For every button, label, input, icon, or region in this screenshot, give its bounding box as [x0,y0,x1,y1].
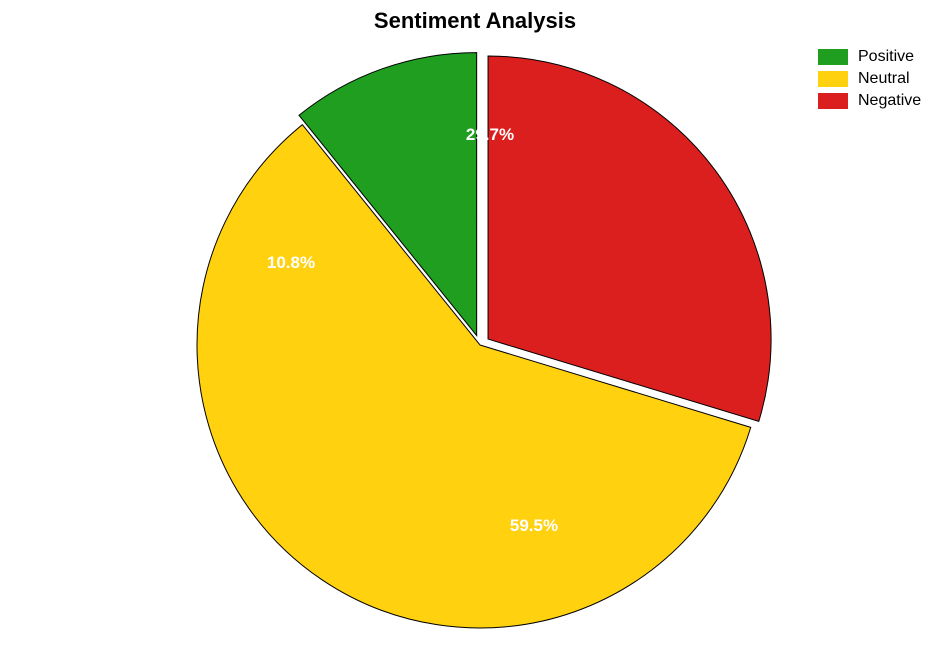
legend-item-positive: Positive [818,48,921,66]
legend-item-neutral: Neutral [818,70,921,88]
legend: Positive Neutral Negative [818,48,921,114]
legend-label: Negative [858,92,921,110]
legend-item-negative: Negative [818,92,921,110]
legend-label: Neutral [858,70,910,88]
legend-swatch-icon [818,49,848,65]
legend-label: Positive [858,48,914,66]
slice-label-neutral: 59.5% [510,516,558,536]
pie-chart [0,0,950,662]
slice-label-positive: 10.8% [267,253,315,273]
slice-label-negative: 29.7% [466,125,514,145]
legend-swatch-icon [818,71,848,87]
legend-swatch-icon [818,93,848,109]
